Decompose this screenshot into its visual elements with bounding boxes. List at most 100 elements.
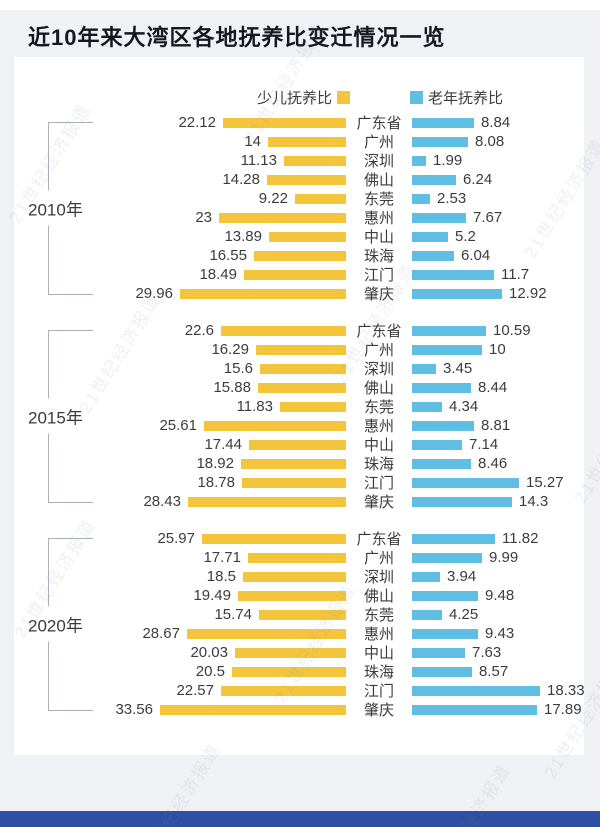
city-label: 中山: [363, 645, 394, 662]
elder-bar: [412, 552, 482, 563]
child-cell: 11.13: [14, 152, 346, 169]
chart-row: 15.74 东莞 4.25: [14, 605, 584, 624]
city-label: 广东省: [356, 323, 402, 340]
child-bar: [180, 288, 346, 299]
child-value: 28.67: [142, 625, 180, 642]
elder-cell: 3.94: [412, 568, 584, 585]
elder-bar: [412, 439, 462, 450]
elder-cell: 7.14: [412, 436, 584, 453]
chart-row: 18.49 江门 11.7: [14, 265, 584, 284]
elder-value: 10.59: [493, 322, 531, 339]
chart-row: 15.88 佛山 8.44: [14, 378, 584, 397]
child-cell: 13.89: [14, 228, 346, 245]
chart-row: 25.61 惠州 8.81: [14, 416, 584, 435]
year-group-3: 2020年 25.97 广东省 11.82 17.71 广州 9.99 18.5 深圳 3.94 1…: [14, 529, 585, 719]
year-bracket-tick-t: [48, 538, 93, 539]
chart-row: 22.12 广东省 8.84: [14, 113, 584, 132]
child-bar: [187, 628, 346, 639]
elder-cell: 14.3: [412, 493, 584, 510]
city-label: 深圳: [363, 361, 394, 378]
elder-cell: 5.2: [412, 228, 584, 245]
chart-legend: 少儿抚养比 老年抚养比: [14, 87, 584, 107]
elder-bar: [412, 704, 537, 715]
city-label: 肇庆: [363, 494, 394, 511]
elder-value: 8.46: [478, 455, 508, 472]
city-label: 佛山: [363, 380, 394, 397]
elder-cell: 11.7: [412, 266, 584, 283]
elder-legend-label: 老年抚养比: [428, 89, 504, 107]
chart-row: 11.13 深圳 1.99: [14, 151, 584, 170]
city-label: 肇庆: [363, 286, 394, 303]
bottom-accent-bar: [0, 811, 600, 827]
city-label: 中山: [363, 229, 394, 246]
city-label: 惠州: [363, 418, 394, 435]
chart-row: 33.56 肇庆 17.89: [14, 700, 584, 719]
chart-row: 14 广州 8.08: [14, 132, 584, 151]
year-bracket-tick-t: [48, 122, 93, 123]
chart-row: 15.6 深圳 3.45: [14, 359, 584, 378]
year-group-2: 2015年 22.6 广东省 10.59 16.29 广州 10 15.6 深圳 3.45 15.8…: [14, 321, 584, 511]
elder-bar: [412, 136, 468, 147]
child-bar: [254, 250, 346, 261]
child-bar: [268, 136, 346, 147]
child-cell: 18.49: [14, 266, 346, 283]
city-label: 广州: [363, 342, 394, 359]
child-value: 28.43: [143, 493, 181, 510]
elder-bar: [412, 496, 512, 507]
child-cell: 15.74: [14, 606, 346, 623]
child-cell: 23: [14, 209, 346, 226]
chart-row: 20.03 中山 7.63: [14, 643, 584, 662]
child-value: 16.55: [209, 247, 247, 264]
elder-bar: [412, 533, 495, 544]
child-bar: [260, 363, 346, 374]
child-cell: 18.78: [14, 474, 346, 491]
child-value: 15.88: [213, 379, 251, 396]
year-label: 2015年: [26, 398, 93, 434]
elder-cell: 7.63: [412, 644, 584, 661]
elder-cell: 4.34: [412, 398, 584, 415]
child-value: 22.12: [178, 114, 216, 131]
city-label: 佛山: [363, 172, 394, 189]
elder-value: 6.24: [463, 171, 493, 188]
child-bar: [259, 609, 346, 620]
elder-cell: 9.43: [412, 625, 584, 642]
elder-cell: 8.81: [412, 417, 584, 434]
child-cell: 28.43: [14, 493, 346, 510]
city-label: 江门: [363, 683, 394, 700]
child-bar: [256, 344, 346, 355]
child-cell: 22.6: [14, 322, 346, 339]
child-bar: [269, 231, 346, 242]
child-value: 18.78: [197, 474, 235, 491]
elder-cell: 8.08: [412, 133, 584, 150]
chart-row: 18.78 江门 15.27: [14, 473, 584, 492]
child-bar: [188, 496, 346, 507]
elder-value: 8.44: [478, 379, 508, 396]
chart-row: 17.44 中山 7.14: [14, 435, 584, 454]
elder-cell: 7.67: [412, 209, 584, 226]
elder-bar: [412, 344, 482, 355]
elder-cell: 9.99: [412, 549, 584, 566]
child-bar: [223, 117, 346, 128]
elder-cell: 2.53: [412, 190, 584, 207]
child-bar: [160, 704, 346, 715]
child-bar: [221, 325, 346, 336]
elder-bar: [412, 325, 486, 336]
child-value: 9.22: [258, 190, 288, 207]
elder-legend-swatch: [410, 90, 423, 104]
elder-value: 12.92: [509, 285, 547, 302]
elder-value: 8.57: [479, 663, 509, 680]
chart-row: 22.57 江门 18.33: [14, 681, 584, 700]
elder-cell: 8.57: [412, 663, 584, 680]
child-bar: [242, 477, 346, 488]
city-label: 惠州: [363, 626, 394, 643]
elder-value: 11.7: [501, 266, 530, 283]
elder-cell: 17.89: [412, 701, 584, 718]
year-bracket-tick-b: [48, 710, 93, 711]
elder-cell: 8.44: [412, 379, 584, 396]
child-cell: 25.61: [14, 417, 346, 434]
child-cell: 20.03: [14, 644, 346, 661]
child-value: 20.03: [190, 644, 228, 661]
child-cell: 15.88: [14, 379, 346, 396]
city-label: 珠海: [363, 664, 394, 681]
